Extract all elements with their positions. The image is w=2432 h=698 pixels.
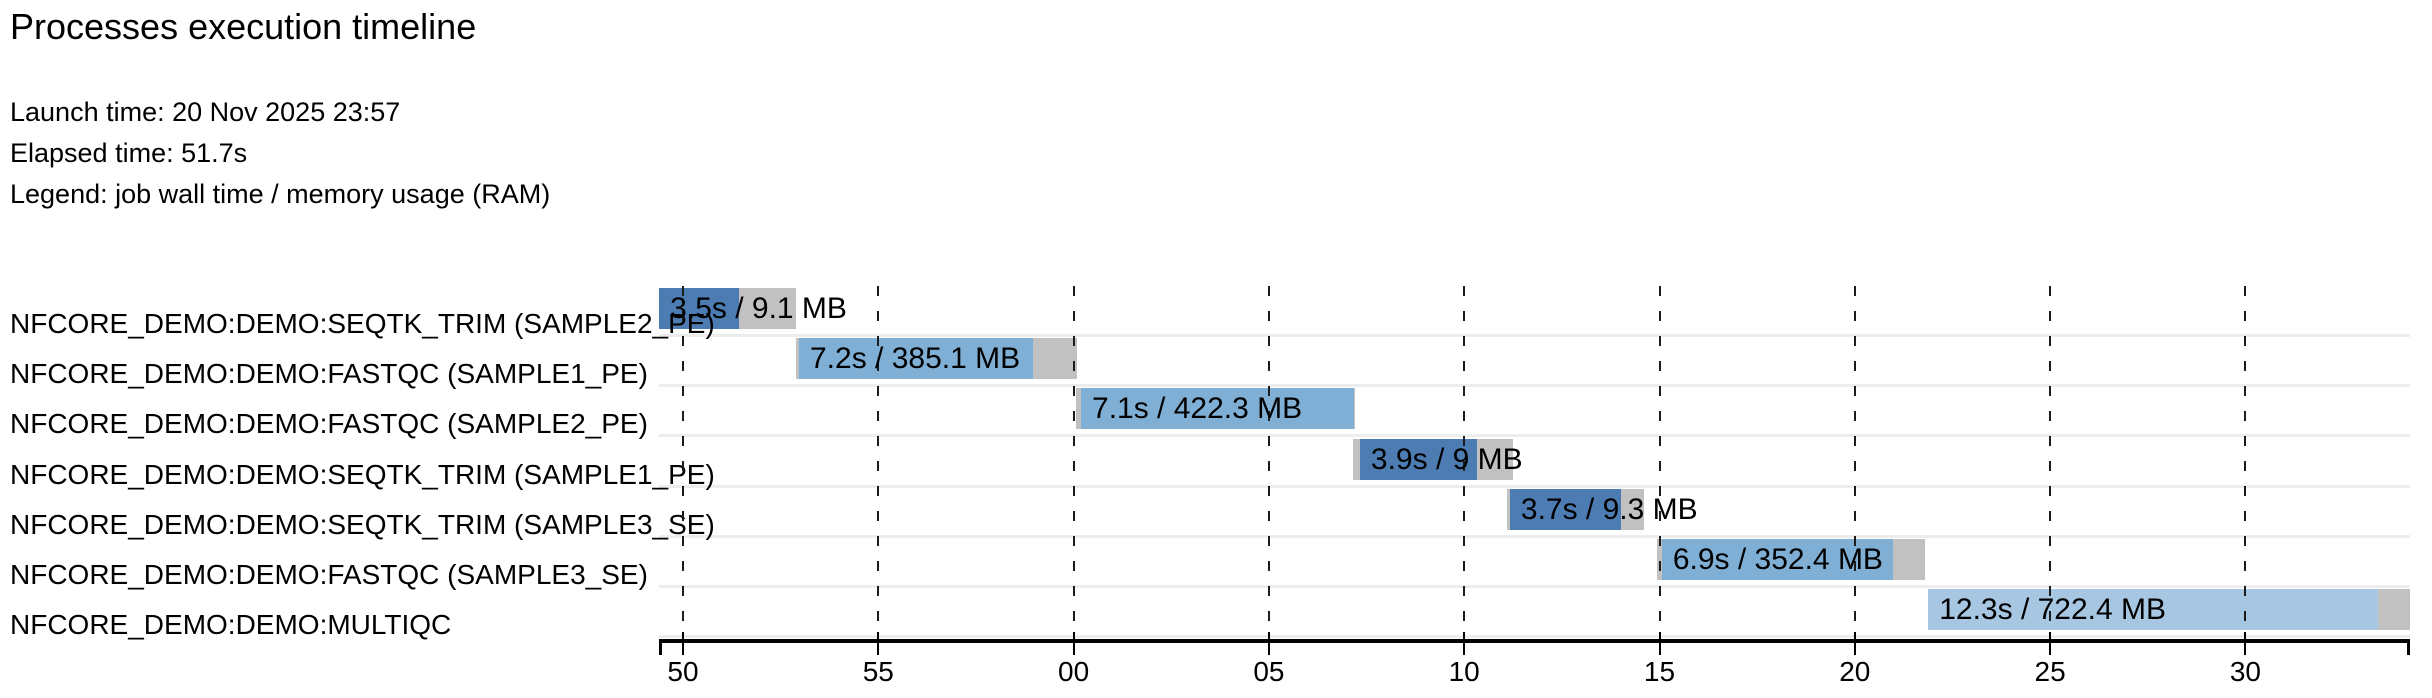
grid-line [1267,286,1270,639]
run-info-block: Launch time: 20 Nov 2025 23:57 Elapsed t… [10,92,550,215]
axis-tick [1463,632,1466,655]
task-bar-overhead [1893,539,1926,580]
task-bar-label: 3.9s / 9 MB [1370,442,1523,476]
process-label: NFCORE_DEMO:DEMO:FASTQC (SAMPLE2_PE) [10,408,648,440]
task-bar-overhead [2377,589,2410,631]
task-bar-label: 3.5s / 9.1 MB [670,292,847,325]
grid-line [2244,286,2247,639]
axis-tick [1072,632,1075,655]
row-separator [659,384,2410,388]
process-label: NFCORE_DEMO:DEMO:FASTQC (SAMPLE3_SE) [10,559,648,590]
axis-tick-label: 20 [1839,656,1871,687]
process-label: NFCORE_DEMO:DEMO:MULTIQC [10,609,452,641]
axis-tick [2049,632,2052,655]
task-bar-label: 12.3s / 722.4 MB [1939,593,2167,627]
grid-line [877,286,880,639]
task-bar-overhead [1477,438,1513,480]
task-bar-label: 6.9s / 352.4 MB [1672,543,1883,576]
launch-time-text: Launch time: 20 Nov 2025 23:57 [10,97,401,127]
task-bar-overhead [1032,338,1078,380]
grid-line [1853,286,1856,639]
process-label: NFCORE_DEMO:DEMO:SEQTK_TRIM (SAMPLE1_PE) [10,458,715,490]
process-label: NFCORE_DEMO:DEMO:FASTQC (SAMPLE1_PE) [10,358,648,390]
axis-tick [682,632,684,655]
row-separator [659,434,2410,438]
task-bar-overhead [1354,388,1355,430]
task-bar-run [1509,488,1621,530]
task-bar-label: 7.1s / 422.3 MB [1092,392,1303,426]
task-bar-overhead [1352,438,1360,480]
axis-tick [1853,632,1856,655]
task-bar-run [1359,438,1478,480]
task-bar-label: 7.2s / 385.1 MB [810,342,1021,376]
task-bar-run [799,338,1033,380]
row-separator [659,534,2410,538]
axis-tick-label: 55 [862,656,894,687]
x-axis-end-cap [2406,639,2410,655]
task-bar-run [659,288,739,329]
task-bar-run [1928,589,2378,631]
page-title: Processes execution timeline [10,6,477,47]
task-bar-overhead [795,338,799,380]
row-separator [659,334,2410,337]
elapsed-time-text: Elapsed time: 51.7s [10,138,248,168]
grid-line [1072,286,1075,639]
task-bar-overhead [738,288,796,329]
task-bar-run [1081,388,1355,430]
row-separator [659,635,2410,639]
axis-tick-label: 30 [2229,656,2261,687]
grid-line [2049,286,2052,639]
process-label: NFCORE_DEMO:DEMO:SEQTK_TRIM (SAMPLE3_SE) [10,508,715,540]
axis-tick-label: 50 [667,656,699,687]
x-axis-line [659,639,2410,643]
grid-line [1463,286,1466,639]
axis-tick [2244,632,2247,655]
task-bar-overhead [1620,488,1644,530]
axis-tick [877,632,880,655]
row-separator [659,484,2410,488]
axis-tick-label: 05 [1253,656,1285,687]
axis-tick [1658,632,1661,655]
axis-tick-label: 25 [2034,656,2066,687]
axis-tick-label: 00 [1058,656,1090,687]
axis-tick [1267,632,1270,655]
task-bar-label: 3.7s / 9.3 MB [1520,492,1698,526]
legend-text: Legend: job wall time / memory usage (RA… [10,179,551,209]
x-axis-end-cap [659,639,663,655]
task-bar-overhead [1506,488,1510,530]
axis-tick-label: 10 [1448,656,1480,687]
row-separator [659,585,2410,588]
grid-line [1658,286,1661,639]
task-bar-overhead [1075,388,1081,430]
process-label: NFCORE_DEMO:DEMO:SEQTK_TRIM (SAMPLE2_PE) [10,308,715,339]
grid-line [682,286,684,639]
axis-tick-label: 15 [1643,656,1676,687]
